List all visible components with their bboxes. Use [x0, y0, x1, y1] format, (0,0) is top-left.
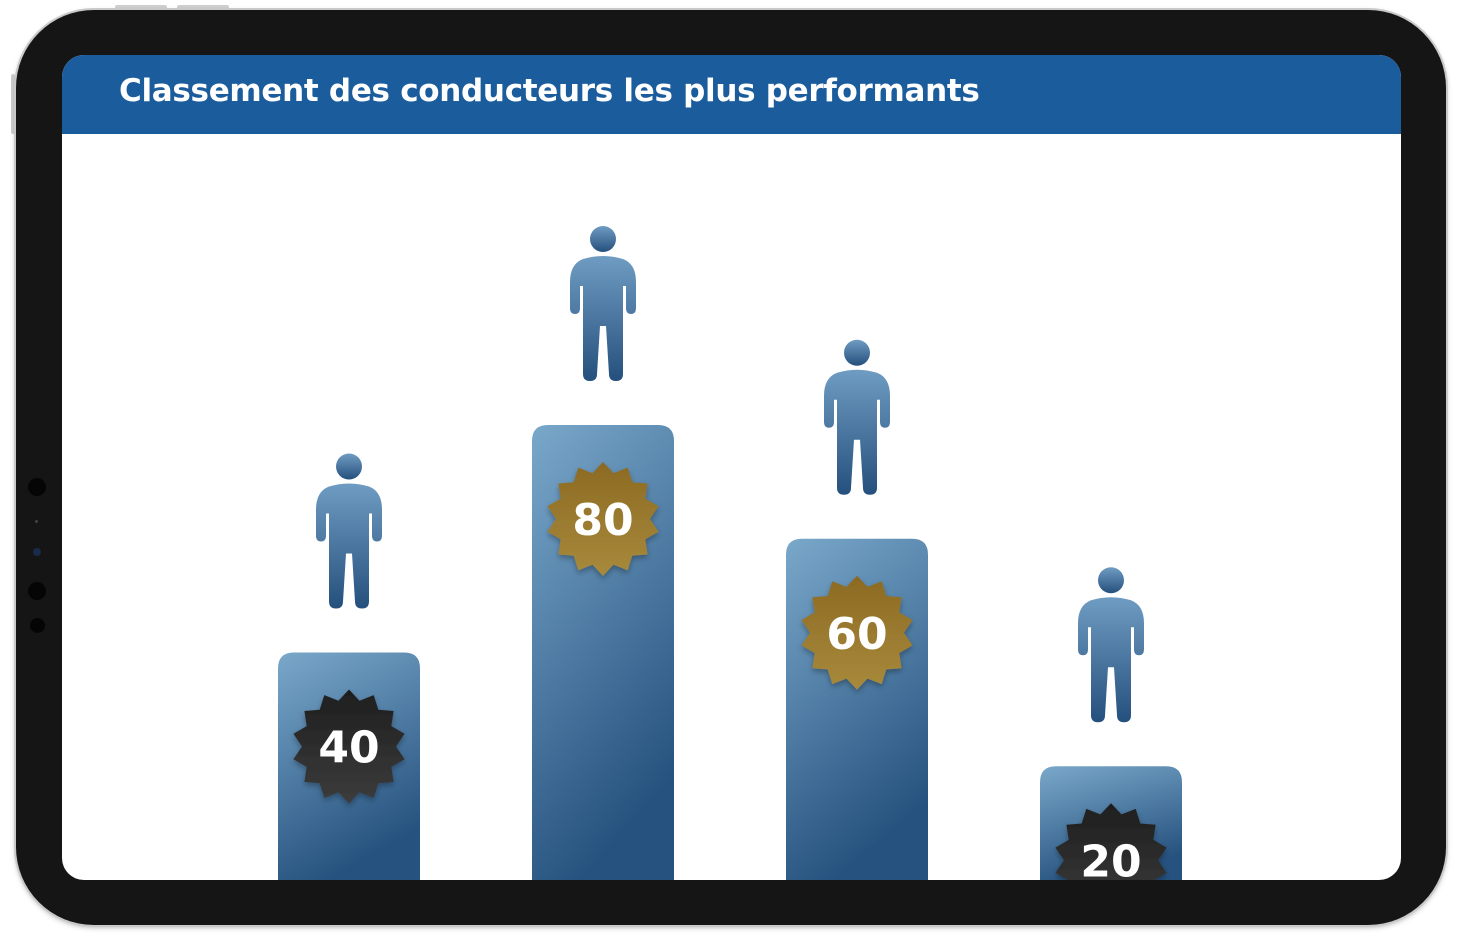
tablet-screen: Classement des conducteurs les plus perf… [62, 55, 1401, 880]
data-label-2: 80 [572, 495, 633, 546]
data-label-3: 60 [826, 609, 887, 660]
badge-1-dark [293, 689, 405, 804]
badge-2-gold [547, 462, 659, 576]
data-label-4: 20 [1080, 836, 1141, 880]
tablet-top-button-right [177, 5, 229, 9]
title-bar: Classement des conducteurs les plus perf… [62, 55, 1401, 134]
tablet-sensor-1 [28, 478, 46, 496]
person-icon-1 [316, 453, 382, 609]
camera-lens-icon [33, 548, 41, 556]
data-label-1: 40 [318, 723, 379, 774]
person-icon-2 [570, 226, 636, 381]
badge-4-dark [1055, 803, 1167, 880]
tablet-side-button [11, 74, 15, 134]
tablet-sensor-3 [28, 582, 46, 600]
driver-ranking-chart: 40 80 60 20 [278, 226, 1182, 880]
person-icon-3 [824, 339, 890, 495]
tablet-top-button-left [115, 5, 167, 9]
page-title: Classement des conducteurs les plus perf… [119, 73, 980, 109]
person-icon-4 [1078, 567, 1144, 723]
tablet-sensor-4 [30, 618, 45, 633]
tablet-sensor-2 [35, 520, 38, 523]
badge-3-gold [801, 575, 913, 690]
